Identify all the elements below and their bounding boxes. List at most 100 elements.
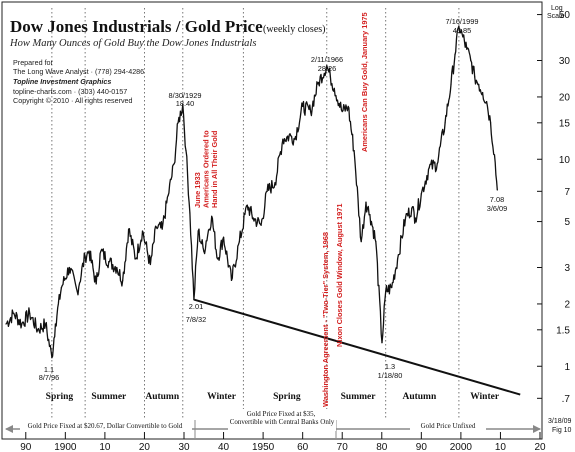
season-label: Winter bbox=[470, 392, 500, 402]
annotation-1999-date: 7/16/1999 bbox=[446, 17, 479, 26]
date-stamp-line1: 3/18/09 bbox=[548, 418, 571, 425]
series-point bbox=[317, 81, 320, 84]
series-point bbox=[128, 228, 130, 230]
season-dividers bbox=[51, 8, 460, 420]
series-point bbox=[252, 217, 254, 219]
credit-firm: Topline Investment Graphics bbox=[13, 77, 111, 86]
series-point bbox=[290, 135, 292, 137]
series-point bbox=[397, 258, 399, 260]
y-tick-label: 50 bbox=[559, 10, 571, 21]
credit-prepared-for: Prepared for bbox=[13, 58, 54, 67]
date-stamp-line2: Fig 10 bbox=[552, 427, 572, 434]
chart-subtitle: How Many Ounces of Gold Buy the Dow Jone… bbox=[9, 38, 256, 49]
note-1933: June 1933 Americans Ordered to Hand in A… bbox=[193, 128, 219, 208]
credit-contact: topline-charts.com · (303) 440-0157 bbox=[13, 87, 127, 96]
series-point bbox=[167, 194, 169, 196]
x-tick-label: 90 bbox=[20, 442, 32, 452]
series-point bbox=[203, 250, 205, 252]
series-point bbox=[450, 83, 452, 85]
season-labels: Spring Summer Autumn Winter Spring Summer Autu… bbox=[46, 392, 500, 402]
series-point bbox=[37, 329, 39, 331]
y-tick-label: 10 bbox=[559, 155, 571, 166]
series-point bbox=[341, 110, 343, 113]
series-point bbox=[454, 54, 456, 56]
series-point bbox=[482, 91, 484, 94]
series-point bbox=[489, 122, 492, 124]
band-2-label: Gold Price Fixed at $35, Convertible wit… bbox=[230, 410, 335, 426]
series-point bbox=[381, 342, 383, 344]
series-point bbox=[193, 298, 195, 301]
series-point bbox=[108, 261, 110, 263]
x-tick-label: 20 bbox=[139, 442, 151, 452]
series-point bbox=[51, 357, 53, 359]
series-point bbox=[246, 204, 248, 206]
x-tick-label: 80 bbox=[376, 442, 388, 452]
y-tick-label: 7 bbox=[564, 187, 570, 198]
x-tick-label: 2000 bbox=[450, 442, 473, 452]
annotation-1929-value: 18.40 bbox=[176, 99, 195, 108]
annotation-2009-value: 7.08 bbox=[490, 195, 504, 204]
series-point bbox=[302, 105, 304, 108]
annotation-1966-date: 2/11/1966 bbox=[311, 55, 343, 64]
series-point bbox=[375, 241, 377, 243]
series-points bbox=[5, 25, 498, 359]
log-scale-label-line1: Log bbox=[551, 5, 563, 12]
series-point bbox=[197, 230, 199, 232]
series-point bbox=[5, 323, 7, 325]
note-1968: Washington Agreement - "Two-Tier" System… bbox=[321, 232, 330, 407]
y-tick-label: 20 bbox=[559, 92, 571, 103]
series-point bbox=[135, 258, 137, 260]
series-point bbox=[333, 87, 335, 89]
season-label: Spring bbox=[46, 392, 74, 402]
season-label: Spring bbox=[273, 392, 301, 402]
annotation-1896-value: 1.1 bbox=[44, 365, 54, 374]
annotation-1966-value: 28.26 bbox=[318, 64, 337, 73]
annotation-1980-value: 1.3 bbox=[385, 362, 395, 371]
season-label: Autumn bbox=[145, 392, 180, 402]
series-point bbox=[211, 215, 213, 217]
note-1971: Nixon Closes Gold Window, August 1971 bbox=[335, 203, 344, 347]
series-point bbox=[260, 224, 262, 226]
band-3-label: Gold Price Unfixed bbox=[421, 422, 476, 430]
x-tick-label: 10 bbox=[99, 442, 111, 452]
series-point bbox=[155, 226, 157, 228]
annotations: 1.1 8/7/96 8/30/1929 18.40 2.01 7/8/32 2… bbox=[39, 17, 508, 382]
series-point bbox=[266, 190, 268, 192]
series-point bbox=[414, 217, 416, 219]
x-tick-label: 60 bbox=[297, 442, 309, 452]
band-1-bg bbox=[20, 421, 192, 430]
series-point bbox=[353, 150, 355, 152]
series-point bbox=[369, 214, 371, 216]
y-tick-label: 5 bbox=[564, 217, 570, 228]
annotation-1896-date: 8/7/96 bbox=[39, 373, 60, 382]
series-point bbox=[222, 236, 225, 238]
series-point bbox=[44, 323, 47, 325]
trendline bbox=[193, 298, 521, 396]
x-tick-label: 1900 bbox=[54, 442, 77, 452]
series-point bbox=[100, 250, 102, 252]
note-1933-line2: Americans Ordered to bbox=[202, 130, 211, 208]
x-axis-ticks: 90 1900 10 20 30 40 1950 60 70 80 90 2000 10 20 bbox=[20, 432, 546, 452]
band-3-bg bbox=[410, 421, 486, 430]
series-point bbox=[404, 217, 407, 219]
series-point bbox=[84, 255, 86, 257]
series-point bbox=[13, 312, 15, 315]
series-point bbox=[230, 279, 233, 281]
series-point bbox=[217, 258, 219, 260]
x-tick-label: 10 bbox=[495, 442, 507, 452]
band-arrow-right-icon bbox=[533, 425, 541, 433]
series-point bbox=[326, 65, 328, 67]
chart-title-suffix: (weekly closes) bbox=[263, 24, 325, 35]
log-scale-label-line2: Scale bbox=[547, 13, 565, 20]
series-point bbox=[365, 201, 367, 203]
series-point bbox=[76, 290, 78, 292]
credit-copyright: Copyright © 2010 · All rights reserved bbox=[13, 96, 133, 105]
series-point bbox=[173, 163, 175, 165]
series-point bbox=[444, 122, 446, 124]
series-point bbox=[360, 241, 362, 243]
note-1975: Americans Can Buy Gold, January 1975 bbox=[360, 12, 369, 152]
annotation-1932-date: 7/8/32 bbox=[186, 315, 207, 324]
series-point bbox=[347, 105, 349, 108]
series-point bbox=[189, 212, 191, 214]
